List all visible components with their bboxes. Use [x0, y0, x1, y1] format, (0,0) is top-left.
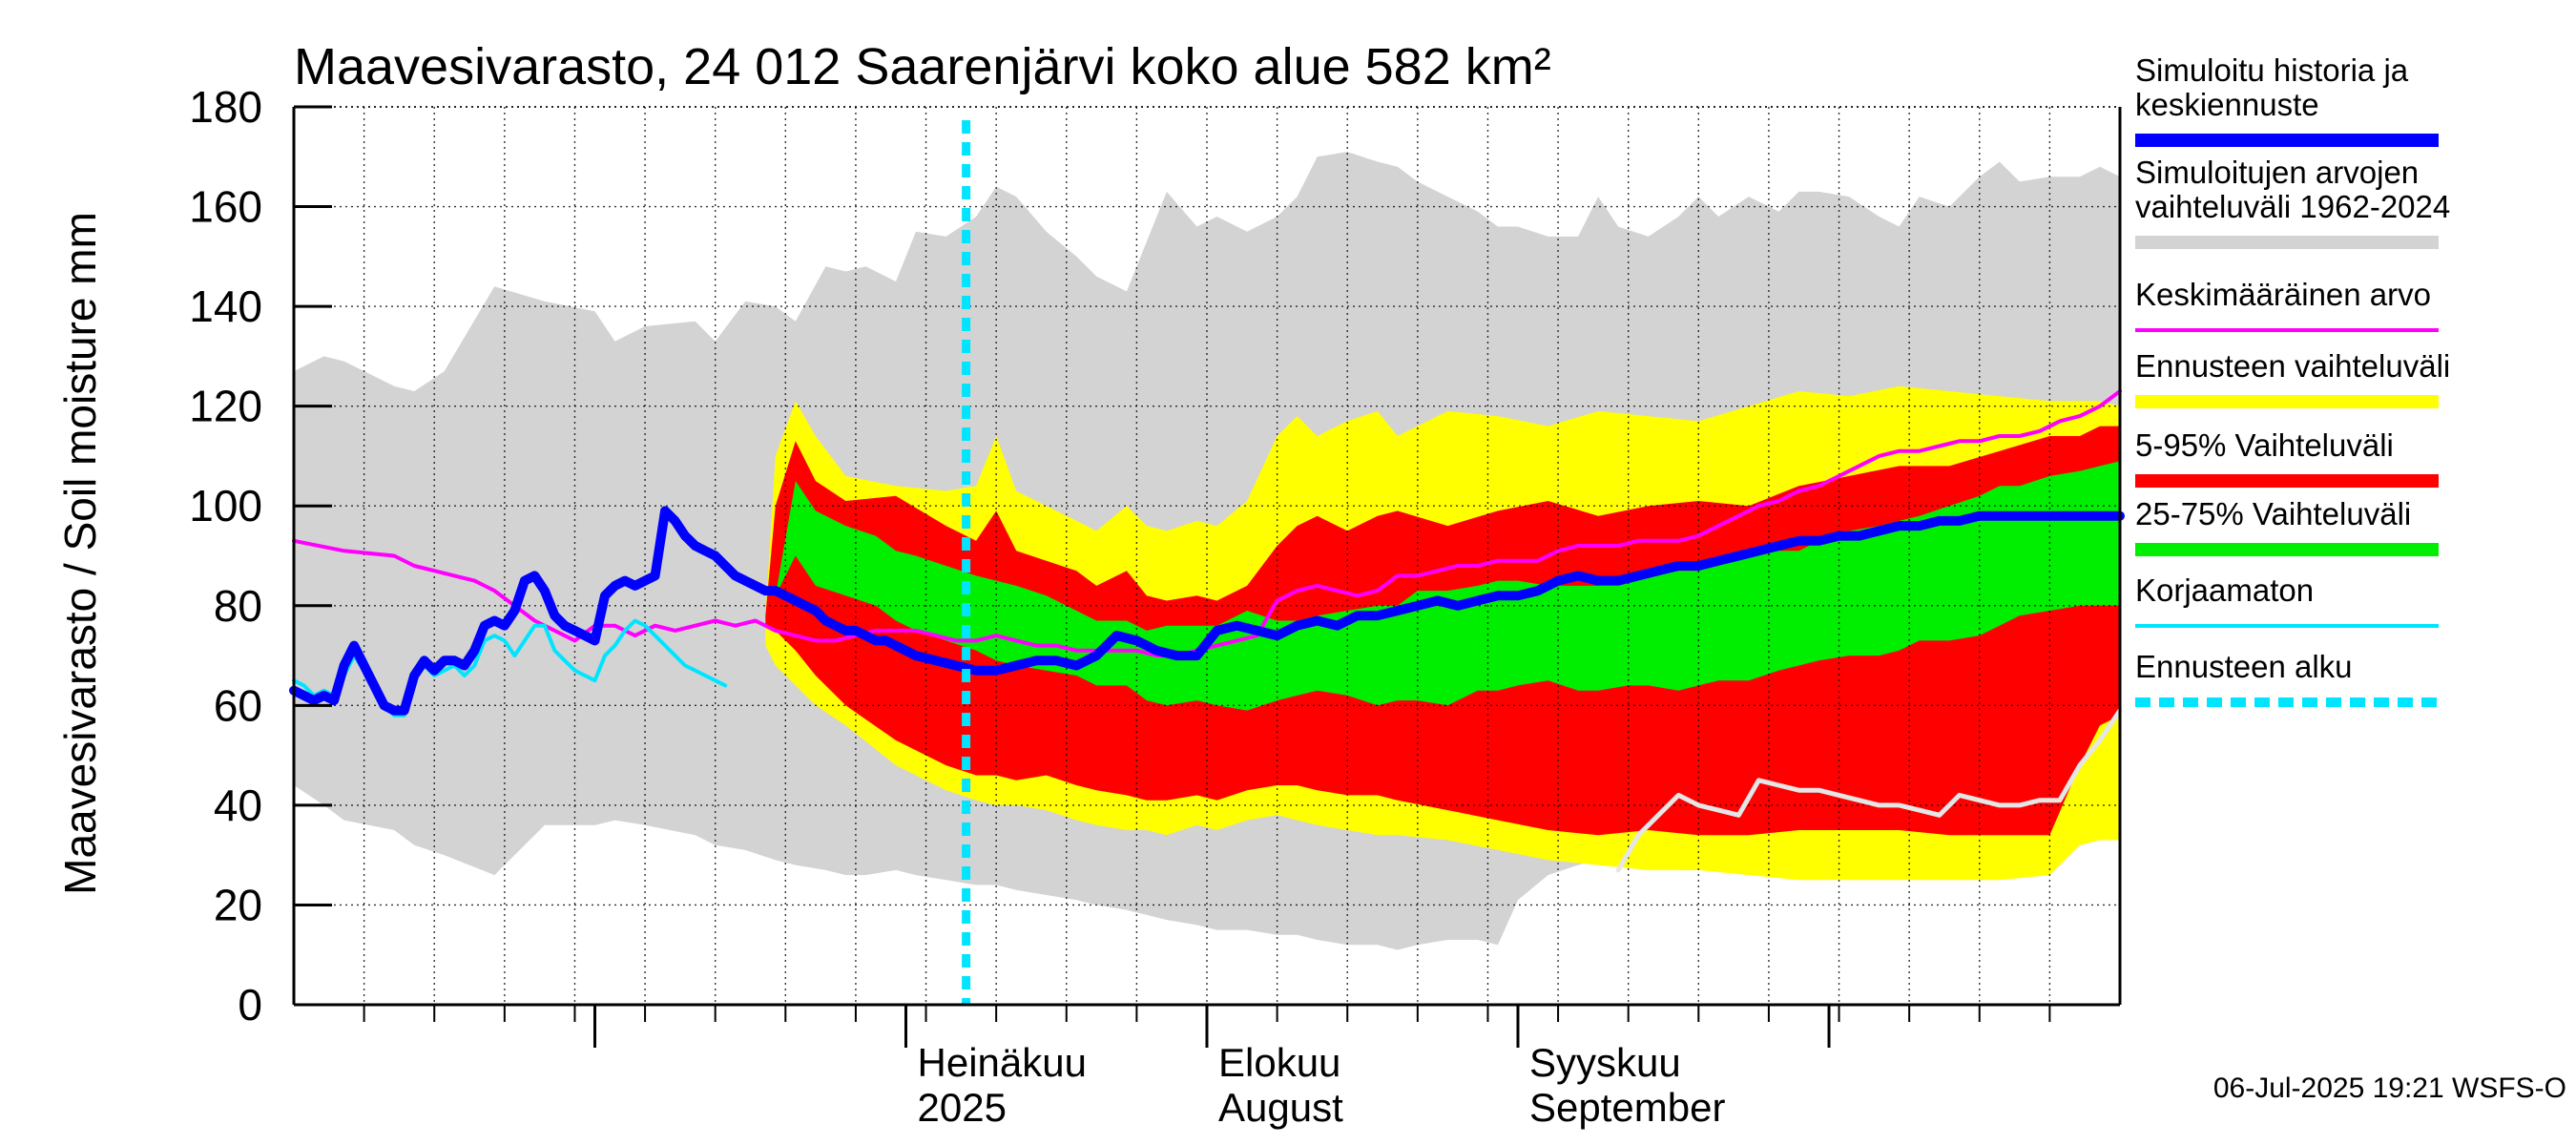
y-tick-label: 160	[189, 182, 262, 232]
y-tick-label: 20	[214, 880, 262, 929]
legend-label: keskiennuste	[2135, 87, 2319, 122]
legend-label: Simuloitu historia ja	[2135, 52, 2409, 88]
x-month-sublabel: September	[1529, 1085, 1725, 1130]
y-tick-label: 140	[189, 281, 262, 331]
y-tick-label: 60	[214, 680, 262, 730]
y-tick-label: 120	[189, 382, 262, 431]
legend-label: vaihteluväli 1962-2024	[2135, 189, 2450, 224]
minimum-line	[1615, 708, 2123, 873]
y-tick-label: 180	[189, 82, 262, 132]
x-month-label: Elokuu	[1218, 1040, 1340, 1085]
x-month-sublabel: 2025	[918, 1085, 1007, 1130]
x-month-label: Syyskuu	[1529, 1040, 1681, 1085]
legend-label: Ennusteen alku	[2135, 649, 2353, 684]
legend-label: Korjaamaton	[2135, 572, 2314, 608]
legend-label: 25-75% Vaihteluväli	[2135, 496, 2411, 531]
p25-75-band	[775, 461, 2120, 711]
x-month-sublabel: August	[1218, 1085, 1343, 1130]
y-axis-label: Maavesivarasto / Soil moisture mm	[55, 212, 105, 895]
legend-label: Ennusteen vaihteluväli	[2135, 348, 2450, 384]
y-tick-label: 80	[214, 581, 262, 631]
timestamp-footer: 06-Jul-2025 19:21 WSFS-O	[2213, 1072, 2566, 1104]
history-forecast-line	[289, 506, 2125, 716]
legend-label: Keskimääräinen arvo	[2135, 277, 2431, 312]
y-tick-label: 0	[238, 980, 262, 1030]
legend-label: 5-95% Vaihteluväli	[2135, 427, 2394, 463]
y-tick-label: 100	[189, 481, 262, 531]
chart-title: Maavesivarasto, 24 012 Saarenjärvi koko …	[294, 38, 1551, 95]
legend-label: Simuloitujen arvojen	[2135, 155, 2419, 190]
x-month-label: Heinäkuu	[918, 1040, 1087, 1085]
y-tick-label: 40	[214, 781, 262, 830]
